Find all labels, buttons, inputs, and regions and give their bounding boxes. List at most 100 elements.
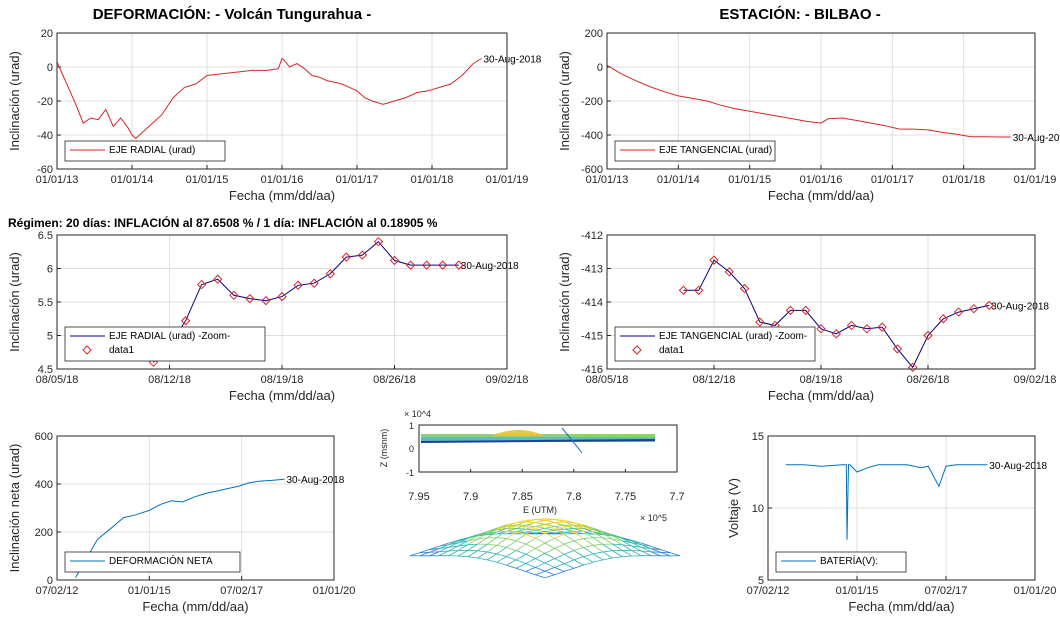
mesh-line xyxy=(535,524,546,530)
mesh-line xyxy=(554,571,565,576)
mesh-line xyxy=(525,529,536,533)
x-tick-label: 08/26/18 xyxy=(907,374,950,386)
x-tick-label: 08/05/18 xyxy=(36,374,79,386)
mesh-line xyxy=(477,543,488,552)
mesh-line xyxy=(573,525,584,528)
mesh-line xyxy=(506,522,517,526)
data-marker xyxy=(293,280,303,290)
mesh-line xyxy=(544,542,555,549)
mesh-line xyxy=(487,543,497,546)
y-axis-label: Inclinación (urad) xyxy=(557,51,572,151)
mesh-line xyxy=(631,550,642,552)
data-marker xyxy=(801,305,811,316)
mesh-line xyxy=(612,538,623,546)
data-marker xyxy=(709,255,719,265)
mesh-line xyxy=(583,544,594,548)
mesh-line xyxy=(651,548,661,550)
section-y-tick-label: 0 xyxy=(409,444,414,454)
mesh-line xyxy=(593,531,604,539)
mesh-line xyxy=(477,537,488,540)
mesh-line xyxy=(573,540,584,548)
mesh-line xyxy=(544,548,555,554)
data-marker xyxy=(454,260,464,270)
x-tick-label: 01/01/17 xyxy=(871,174,914,186)
mesh-line xyxy=(573,522,584,526)
axes-box xyxy=(606,32,1036,170)
mesh-line xyxy=(515,524,526,529)
mesh-line xyxy=(612,543,623,546)
mesh-line xyxy=(544,532,555,539)
mesh-line xyxy=(515,521,526,527)
x-tick-label: 01/01/19 xyxy=(1014,174,1057,186)
mesh-line xyxy=(641,546,652,553)
mesh-line xyxy=(564,521,575,527)
mesh-line xyxy=(564,528,574,530)
mesh-line xyxy=(593,559,603,563)
mesh-line xyxy=(467,535,478,539)
x-axis-label: Fecha (mm/dd/aa) xyxy=(229,188,335,203)
mesh-line xyxy=(564,550,575,555)
mesh-line xyxy=(641,546,652,549)
mesh-line xyxy=(506,559,517,566)
section-base-line xyxy=(420,439,656,443)
section-profile xyxy=(420,427,656,454)
mesh-line xyxy=(515,534,526,542)
data-marker xyxy=(694,285,704,295)
mesh-line xyxy=(458,540,468,544)
mesh-line xyxy=(467,538,478,542)
mesh-line xyxy=(602,537,613,545)
mesh-line xyxy=(583,553,594,557)
x-tick-label: 08/12/18 xyxy=(693,374,736,386)
mesh-line xyxy=(554,558,565,564)
legend-marker xyxy=(82,345,92,355)
mesh-line xyxy=(631,545,642,552)
x-tick-label: 01/01/14 xyxy=(111,174,154,186)
y-axis-label: Inclinación (urad) xyxy=(7,51,22,151)
mesh-line xyxy=(583,531,594,535)
section-ylabel: Z (msnm) xyxy=(379,429,389,468)
data-marker xyxy=(862,324,872,334)
mesh-line xyxy=(602,557,613,561)
mesh-line xyxy=(438,546,449,553)
mesh-line xyxy=(467,538,478,546)
mesh-line xyxy=(506,525,517,532)
mesh-line xyxy=(612,534,623,539)
mesh-line xyxy=(477,550,488,553)
mesh-line xyxy=(593,553,604,561)
mesh-line xyxy=(670,552,681,557)
mesh-line xyxy=(583,561,594,566)
mesh-line xyxy=(525,558,536,564)
mesh-line xyxy=(544,537,555,544)
series-line xyxy=(683,259,990,369)
x-tick-label: 01/01/20 xyxy=(1014,585,1057,597)
mesh-line xyxy=(458,540,469,547)
end-date-annotation: 30-Aug-2018 xyxy=(991,301,1049,312)
x-tick-label: 09/02/18 xyxy=(486,374,529,386)
title-left: DEFORMACIÓN: - Volcán Tungurahua - xyxy=(93,5,372,23)
mesh-line xyxy=(544,524,555,530)
mesh-line xyxy=(535,558,546,564)
mesh-line xyxy=(535,532,546,539)
y-tick-label: -412 xyxy=(581,230,603,242)
mesh-line xyxy=(496,526,507,530)
legend-marker xyxy=(632,345,642,355)
mesh-line xyxy=(506,525,517,528)
mesh-line xyxy=(564,559,575,564)
mesh-line xyxy=(564,543,575,551)
mesh-line xyxy=(593,543,603,546)
mesh-line xyxy=(515,567,526,572)
mesh-line xyxy=(564,563,575,569)
mesh-line xyxy=(641,550,652,553)
x-axis-label: Fecha (mm/dd/aa) xyxy=(142,599,248,614)
mesh-line xyxy=(554,529,565,533)
mesh-line xyxy=(448,542,459,548)
mesh-line xyxy=(660,551,671,557)
mesh-line xyxy=(496,538,507,546)
section-axes xyxy=(418,424,678,473)
x-tick-label: 01/01/14 xyxy=(657,174,700,186)
mesh-line xyxy=(554,553,565,559)
data-marker xyxy=(984,300,994,311)
legend-box xyxy=(614,326,816,362)
axes-box xyxy=(56,32,508,170)
legend-label: DEFORMACIÓN NETA xyxy=(109,554,213,567)
